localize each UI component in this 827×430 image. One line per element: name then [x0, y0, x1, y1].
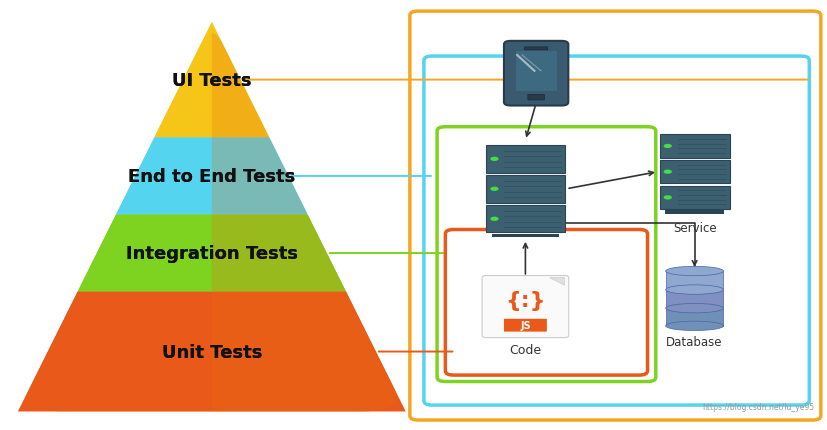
Bar [664, 211, 724, 214]
Circle shape [662, 144, 671, 149]
Polygon shape [212, 23, 269, 138]
Text: End to End Tests: End to End Tests [128, 168, 295, 185]
Polygon shape [154, 23, 269, 138]
Text: Unit Tests: Unit Tests [161, 343, 261, 361]
Polygon shape [18, 292, 405, 412]
FancyBboxPatch shape [504, 42, 567, 106]
Text: UI Tests: UI Tests [172, 71, 251, 89]
Circle shape [490, 217, 498, 221]
Bar [491, 234, 558, 238]
Polygon shape [18, 292, 405, 412]
Text: {:}: {:} [504, 291, 545, 310]
Text: End to End Tests: End to End Tests [128, 168, 295, 185]
Circle shape [490, 157, 498, 162]
Text: Unit Tests: Unit Tests [161, 343, 261, 361]
Text: Integration Tests: Integration Tests [126, 245, 298, 262]
FancyBboxPatch shape [659, 186, 729, 209]
Text: JS: JS [519, 320, 530, 330]
Text: https://blog.csdn.net/lu_ye95: https://blog.csdn.net/lu_ye95 [701, 402, 813, 412]
Bar [665, 290, 723, 307]
FancyBboxPatch shape [485, 146, 564, 173]
Polygon shape [212, 292, 405, 412]
FancyBboxPatch shape [485, 206, 564, 233]
FancyBboxPatch shape [659, 161, 729, 184]
Circle shape [490, 187, 498, 191]
Polygon shape [154, 23, 269, 138]
Polygon shape [212, 138, 308, 215]
Text: Code: Code [509, 344, 541, 356]
Ellipse shape [665, 304, 723, 313]
Polygon shape [116, 138, 308, 215]
FancyBboxPatch shape [515, 52, 556, 92]
Polygon shape [116, 138, 308, 215]
Polygon shape [549, 278, 564, 286]
FancyBboxPatch shape [504, 319, 546, 332]
Ellipse shape [665, 321, 723, 331]
Circle shape [662, 170, 671, 175]
FancyBboxPatch shape [481, 276, 568, 338]
FancyBboxPatch shape [659, 135, 729, 158]
Text: UI Tests: UI Tests [172, 71, 251, 89]
Polygon shape [212, 215, 346, 292]
FancyBboxPatch shape [485, 176, 564, 203]
Bar [665, 308, 723, 326]
Text: Integration Tests: Integration Tests [126, 245, 298, 262]
Ellipse shape [665, 267, 723, 276]
FancyBboxPatch shape [524, 48, 547, 51]
Text: Database: Database [666, 335, 722, 348]
Ellipse shape [665, 285, 723, 295]
Polygon shape [78, 215, 346, 292]
Circle shape [662, 196, 671, 200]
FancyBboxPatch shape [528, 95, 543, 101]
Bar [665, 271, 723, 289]
Text: Service: Service [672, 221, 715, 234]
Polygon shape [78, 215, 346, 292]
